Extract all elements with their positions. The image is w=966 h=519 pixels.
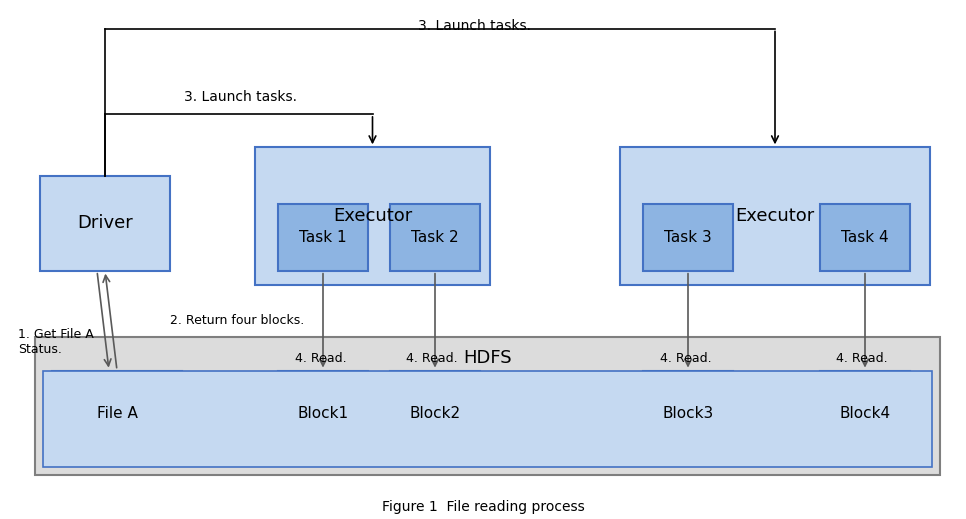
Bar <box>620 147 930 285</box>
Text: 4. Read.: 4. Read. <box>836 351 888 364</box>
Text: 3. Launch tasks.: 3. Launch tasks. <box>418 19 531 33</box>
Bar <box>40 176 170 271</box>
Bar <box>390 204 480 271</box>
Bar <box>820 371 910 456</box>
Text: 4. Read.: 4. Read. <box>660 351 712 364</box>
Bar <box>643 371 733 456</box>
Bar <box>52 371 182 456</box>
Text: Block1: Block1 <box>298 406 349 421</box>
Text: Executor: Executor <box>735 207 814 225</box>
Text: Block2: Block2 <box>410 406 461 421</box>
Bar <box>35 337 940 475</box>
Text: Executor: Executor <box>333 207 412 225</box>
Bar <box>255 147 490 285</box>
Text: Block4: Block4 <box>839 406 891 421</box>
Text: File A: File A <box>97 406 137 421</box>
Text: Task 2: Task 2 <box>412 230 459 245</box>
Text: Block3: Block3 <box>663 406 714 421</box>
Text: 2. Return four blocks.: 2. Return four blocks. <box>170 313 304 326</box>
Text: 1. Get File A
Status.: 1. Get File A Status. <box>18 328 94 356</box>
Text: Task 4: Task 4 <box>841 230 889 245</box>
Text: 3. Launch tasks.: 3. Launch tasks. <box>184 90 297 104</box>
Bar <box>820 204 910 271</box>
Text: Task 3: Task 3 <box>665 230 712 245</box>
Bar <box>278 371 368 456</box>
Text: Task 1: Task 1 <box>299 230 347 245</box>
Bar <box>278 204 368 271</box>
Bar <box>643 204 733 271</box>
Text: 4. Read.: 4. Read. <box>295 351 347 364</box>
Text: 4. Read.: 4. Read. <box>406 351 458 364</box>
Bar <box>390 371 480 456</box>
Bar <box>43 371 932 468</box>
Text: HDFS: HDFS <box>463 349 512 367</box>
Text: Driver: Driver <box>77 214 133 232</box>
Text: Figure 1  File reading process: Figure 1 File reading process <box>382 500 584 514</box>
